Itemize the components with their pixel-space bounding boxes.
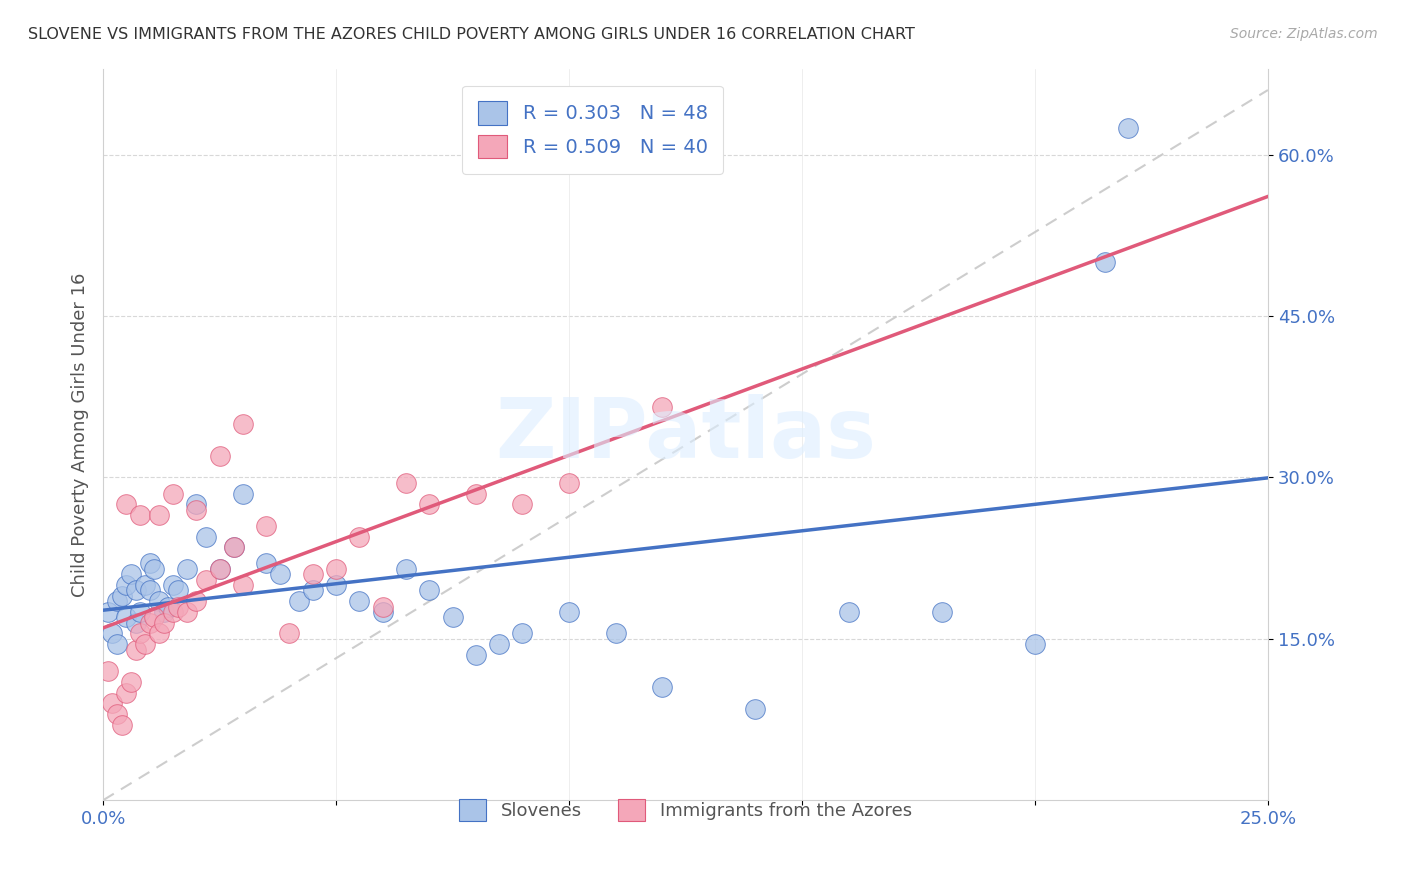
Point bbox=[605, 626, 627, 640]
Point bbox=[143, 562, 166, 576]
Point bbox=[651, 680, 673, 694]
Point bbox=[1094, 255, 1116, 269]
Point bbox=[512, 497, 534, 511]
Point bbox=[125, 583, 148, 598]
Point bbox=[186, 497, 208, 511]
Point bbox=[208, 449, 231, 463]
Point bbox=[349, 530, 371, 544]
Point bbox=[138, 615, 160, 630]
Point bbox=[176, 562, 198, 576]
Point bbox=[269, 567, 291, 582]
Text: ZIPatlas: ZIPatlas bbox=[495, 394, 876, 475]
Point bbox=[464, 486, 486, 500]
Text: Source: ZipAtlas.com: Source: ZipAtlas.com bbox=[1230, 27, 1378, 41]
Point bbox=[111, 718, 134, 732]
Point bbox=[194, 530, 217, 544]
Point bbox=[222, 541, 245, 555]
Point bbox=[325, 578, 347, 592]
Point bbox=[152, 615, 174, 630]
Point bbox=[325, 562, 347, 576]
Point bbox=[232, 486, 254, 500]
Point bbox=[148, 508, 170, 522]
Point bbox=[371, 605, 394, 619]
Point bbox=[120, 567, 142, 582]
Point bbox=[143, 610, 166, 624]
Point bbox=[176, 605, 198, 619]
Point bbox=[157, 599, 180, 614]
Point bbox=[395, 475, 418, 490]
Point bbox=[105, 594, 128, 608]
Point bbox=[105, 637, 128, 651]
Point bbox=[232, 417, 254, 431]
Point bbox=[488, 637, 510, 651]
Point bbox=[232, 578, 254, 592]
Point bbox=[162, 578, 184, 592]
Point bbox=[115, 497, 138, 511]
Point bbox=[301, 567, 323, 582]
Point bbox=[97, 605, 120, 619]
Point bbox=[278, 626, 301, 640]
Point bbox=[186, 502, 208, 516]
Point bbox=[148, 626, 170, 640]
Point bbox=[101, 697, 124, 711]
Point bbox=[418, 583, 440, 598]
Point bbox=[288, 594, 311, 608]
Point bbox=[111, 589, 134, 603]
Point bbox=[651, 401, 673, 415]
Point bbox=[558, 475, 581, 490]
Point bbox=[134, 637, 156, 651]
Legend: Slovenes, Immigrants from the Azores: Slovenes, Immigrants from the Azores bbox=[444, 784, 927, 835]
Point bbox=[838, 605, 860, 619]
Point bbox=[115, 685, 138, 699]
Point bbox=[208, 562, 231, 576]
Point bbox=[301, 583, 323, 598]
Point bbox=[162, 605, 184, 619]
Point bbox=[186, 594, 208, 608]
Point bbox=[162, 486, 184, 500]
Point bbox=[105, 707, 128, 722]
Point bbox=[101, 626, 124, 640]
Point bbox=[138, 583, 160, 598]
Point bbox=[1024, 637, 1046, 651]
Point bbox=[349, 594, 371, 608]
Point bbox=[931, 605, 953, 619]
Point bbox=[441, 610, 464, 624]
Point bbox=[115, 610, 138, 624]
Point bbox=[129, 626, 152, 640]
Point bbox=[129, 508, 152, 522]
Y-axis label: Child Poverty Among Girls Under 16: Child Poverty Among Girls Under 16 bbox=[72, 272, 89, 597]
Point bbox=[558, 605, 581, 619]
Point bbox=[254, 518, 277, 533]
Point bbox=[97, 664, 120, 678]
Point bbox=[129, 605, 152, 619]
Point bbox=[120, 674, 142, 689]
Point bbox=[148, 594, 170, 608]
Text: SLOVENE VS IMMIGRANTS FROM THE AZORES CHILD POVERTY AMONG GIRLS UNDER 16 CORRELA: SLOVENE VS IMMIGRANTS FROM THE AZORES CH… bbox=[28, 27, 915, 42]
Point bbox=[166, 583, 188, 598]
Point bbox=[194, 573, 217, 587]
Point bbox=[512, 626, 534, 640]
Point bbox=[208, 562, 231, 576]
Point bbox=[115, 578, 138, 592]
Point bbox=[152, 605, 174, 619]
Point bbox=[418, 497, 440, 511]
Point bbox=[395, 562, 418, 576]
Point bbox=[254, 557, 277, 571]
Point bbox=[744, 702, 766, 716]
Point bbox=[125, 615, 148, 630]
Point bbox=[138, 557, 160, 571]
Point bbox=[166, 599, 188, 614]
Point bbox=[134, 578, 156, 592]
Point bbox=[222, 541, 245, 555]
Point bbox=[1116, 120, 1139, 135]
Point bbox=[371, 599, 394, 614]
Point bbox=[125, 642, 148, 657]
Point bbox=[464, 648, 486, 662]
